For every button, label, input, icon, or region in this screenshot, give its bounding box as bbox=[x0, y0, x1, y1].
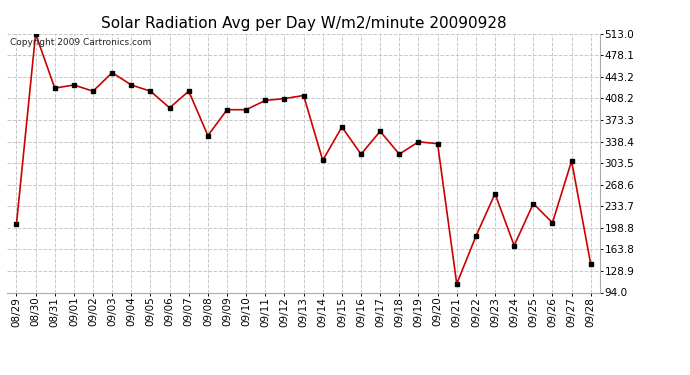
Text: Copyright 2009 Cartronics.com: Copyright 2009 Cartronics.com bbox=[10, 38, 151, 46]
Title: Solar Radiation Avg per Day W/m2/minute 20090928: Solar Radiation Avg per Day W/m2/minute … bbox=[101, 16, 506, 31]
